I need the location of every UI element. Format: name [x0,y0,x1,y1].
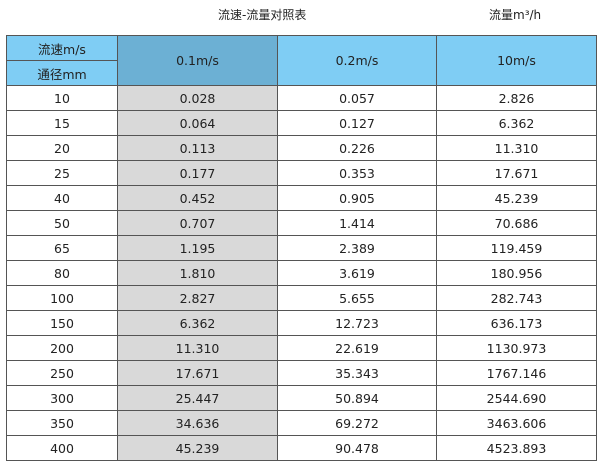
flow-table: 流速m/s 0.1m/s 0.2m/s 10m/s 通径mm 10 0.028 0.… [6,35,597,461]
diameter-cell: 400 [6,435,118,461]
flow-cell: 45.239 [436,185,597,211]
table-row: 65 1.195 2.389 119.459 [6,235,597,261]
diameter-cell: 200 [6,335,118,361]
flow-cell: 5.655 [277,285,437,311]
table-row: 400 45.239 90.478 4523.893 [6,435,597,461]
diameter-cell: 20 [6,135,118,161]
flow-cell: 22.619 [277,335,437,361]
flow-cell: 2.826 [436,85,597,111]
column-header-0.1: 0.1m/s [117,35,278,86]
flow-cell: 50.894 [277,385,437,411]
table-row: 15 0.064 0.127 6.362 [6,110,597,136]
flow-cell: 1767.146 [436,360,597,386]
flow-cell: 70.686 [436,210,597,236]
flow-cell: 0.905 [277,185,437,211]
flow-cell: 6.362 [436,110,597,136]
table-row: 40 0.452 0.905 45.239 [6,185,597,211]
flow-cell: 0.028 [117,85,278,111]
diameter-cell: 80 [6,260,118,286]
flow-cell: 1130.973 [436,335,597,361]
table-row: 50 0.707 1.414 70.686 [6,210,597,236]
flow-cell: 2544.690 [436,385,597,411]
flow-cell: 0.057 [277,85,437,111]
table-row: 20 0.113 0.226 11.310 [6,135,597,161]
velocity-header: 流速m/s [6,35,118,61]
diameter-cell: 100 [6,285,118,311]
flow-cell: 282.743 [436,285,597,311]
flow-cell: 2.389 [277,235,437,261]
flow-cell: 1.414 [277,210,437,236]
diameter-cell: 65 [6,235,118,261]
flow-cell: 6.362 [117,310,278,336]
flow-cell: 11.310 [117,335,278,361]
unit-label: 流量m³/h [489,8,542,22]
diameter-cell: 50 [6,210,118,236]
diameter-cell: 10 [6,85,118,111]
flow-cell: 0.452 [117,185,278,211]
column-header-10: 10m/s [436,35,597,86]
table-row: 300 25.447 50.894 2544.690 [6,385,597,411]
flow-cell: 17.671 [436,160,597,186]
flow-cell: 1.195 [117,235,278,261]
diameter-cell: 350 [6,410,118,436]
table-row: 80 1.810 3.619 180.956 [6,260,597,286]
table-row: 350 34.636 69.272 3463.606 [6,410,597,436]
table-row: 250 17.671 35.343 1767.146 [6,360,597,386]
table-title: 流速-流量对照表 [218,8,307,22]
flow-cell: 3463.606 [436,410,597,436]
title-bar: 流速-流量对照表 流量m³/h [0,6,600,22]
flow-cell: 636.173 [436,310,597,336]
table-row: 150 6.362 12.723 636.173 [6,310,597,336]
flow-cell: 12.723 [277,310,437,336]
flow-cell: 3.619 [277,260,437,286]
table-row: 25 0.177 0.353 17.671 [6,160,597,186]
table-row: 200 11.310 22.619 1130.973 [6,335,597,361]
flow-cell: 34.636 [117,410,278,436]
flow-cell: 2.827 [117,285,278,311]
flow-cell: 0.353 [277,160,437,186]
flow-cell: 45.239 [117,435,278,461]
flow-cell: 0.707 [117,210,278,236]
flow-cell: 1.810 [117,260,278,286]
flow-cell: 4523.893 [436,435,597,461]
diameter-cell: 40 [6,185,118,211]
flow-cell: 25.447 [117,385,278,411]
table-row: 100 2.827 5.655 282.743 [6,285,597,311]
flow-cell: 69.272 [277,410,437,436]
flow-cell: 0.226 [277,135,437,161]
flow-cell: 119.459 [436,235,597,261]
diameter-header: 通径mm [6,60,118,86]
flow-cell: 180.956 [436,260,597,286]
diameter-cell: 25 [6,160,118,186]
flow-cell: 35.343 [277,360,437,386]
flow-cell: 90.478 [277,435,437,461]
table-row: 10 0.028 0.057 2.826 [6,85,597,111]
flow-cell: 0.113 [117,135,278,161]
flow-cell: 17.671 [117,360,278,386]
column-header-0.2: 0.2m/s [277,35,437,86]
flow-cell: 0.127 [277,110,437,136]
flow-cell: 0.177 [117,160,278,186]
diameter-cell: 15 [6,110,118,136]
diameter-cell: 300 [6,385,118,411]
diameter-cell: 250 [6,360,118,386]
flow-cell: 0.064 [117,110,278,136]
flow-cell: 11.310 [436,135,597,161]
diameter-cell: 150 [6,310,118,336]
